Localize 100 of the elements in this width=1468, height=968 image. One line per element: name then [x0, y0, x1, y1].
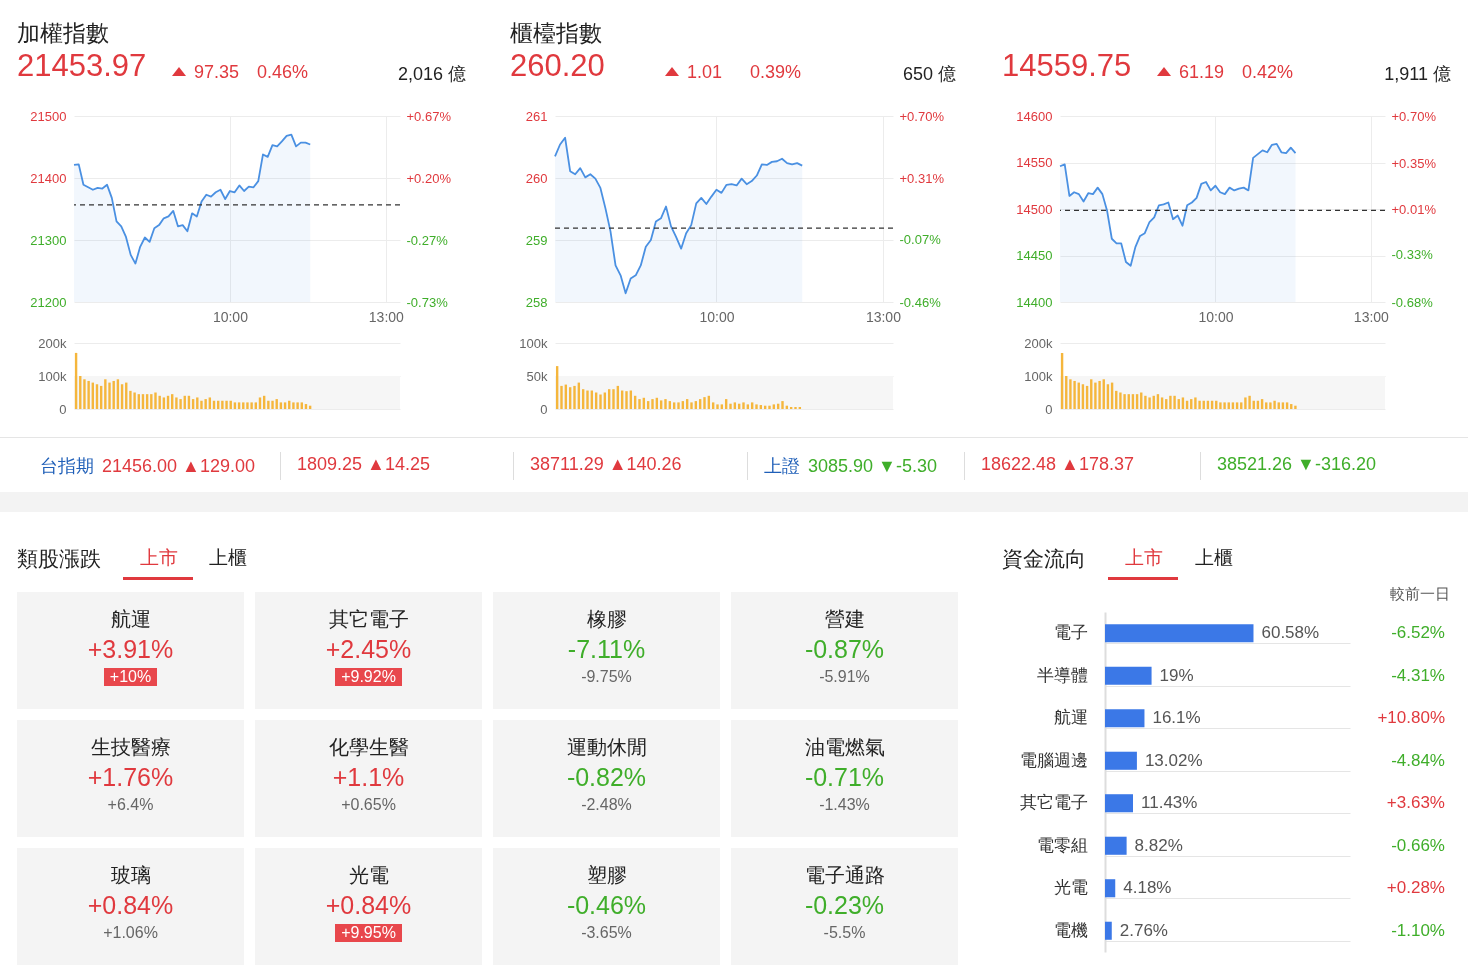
bar	[716, 404, 719, 409]
bar	[204, 399, 207, 409]
text: 2,016 億	[397, 63, 466, 86]
data-label: +0.65%	[340, 796, 397, 814]
text: 61.19	[1179, 62, 1225, 83]
y-tick-label: 100k	[38, 368, 67, 384]
y-tick-label: 200k	[1024, 335, 1053, 351]
category-label: 台指期	[40, 456, 94, 476]
bar	[772, 404, 776, 409]
y-tick-label: 電腦週邊	[1019, 750, 1088, 770]
bar	[720, 404, 724, 409]
y-tick-label: 電機	[1053, 920, 1088, 940]
y-tick-label: 100k	[519, 335, 548, 351]
y-tick-label: 0	[59, 401, 67, 417]
data-label: -7.11%	[566, 635, 647, 664]
data-label: 16.1%	[1152, 708, 1201, 728]
data-label: -2.48%	[580, 796, 633, 814]
chart-title: 加權指數	[17, 19, 109, 48]
data-label: -9.75%	[580, 668, 633, 686]
data-label: 11.43%	[1141, 793, 1198, 813]
bar	[599, 394, 602, 409]
bar	[651, 399, 654, 409]
data-label: -5.91%	[818, 668, 871, 686]
bar	[612, 389, 615, 409]
bar	[1105, 879, 1116, 898]
bar	[1123, 394, 1126, 409]
bar	[250, 402, 253, 409]
bar	[154, 392, 157, 409]
text: -1.10%	[1391, 920, 1445, 940]
data-label: +2.45%	[324, 635, 413, 664]
y-tick-label: 0	[540, 401, 548, 417]
bar	[108, 382, 111, 409]
text: -4.31%	[1391, 665, 1445, 685]
bar	[1198, 400, 1201, 409]
y-tick-label: 電子	[1053, 623, 1088, 643]
text: 上櫃	[209, 546, 247, 570]
bar	[225, 400, 228, 409]
bar	[1069, 379, 1072, 409]
bar	[271, 400, 274, 409]
text: 較前一日	[1390, 585, 1450, 604]
category-label: 航運	[109, 607, 152, 632]
data-label: -0.71%	[803, 763, 886, 792]
data-label: -0.23%	[803, 891, 886, 920]
bar	[1294, 405, 1297, 409]
bar	[638, 399, 641, 409]
text: 類股漲跌	[17, 546, 101, 572]
y2-tick-label: -0.27%	[406, 233, 449, 249]
category-label: 油電燃氣	[803, 735, 886, 760]
bar	[246, 402, 249, 409]
bar	[1223, 402, 1226, 409]
bar	[179, 399, 182, 409]
y2-tick-label: +0.70%	[1391, 108, 1437, 124]
category-label: 玻璃	[109, 863, 152, 888]
y-tick-label: 21200	[30, 294, 67, 310]
bar	[768, 405, 771, 409]
text: +0.28%	[1386, 878, 1445, 898]
y2-tick-label: +0.70%	[899, 108, 945, 124]
data-label: -0.46%	[565, 891, 648, 920]
bar	[1273, 400, 1276, 409]
text: 97.35	[194, 62, 240, 83]
text: +10.80%	[1377, 708, 1445, 728]
y-tick-label: 航運	[1053, 708, 1088, 728]
text: 650 億	[902, 63, 956, 86]
bar	[175, 397, 178, 409]
text: 上市	[1125, 546, 1163, 570]
x-tick-label: 10:00	[699, 308, 735, 325]
bar	[625, 391, 628, 409]
bar	[1194, 397, 1197, 409]
bar	[1269, 402, 1272, 409]
data-label: -0.82%	[565, 763, 648, 792]
data-label: 38521.26 ▼-316.20	[1217, 454, 1376, 474]
y-tick-label: 21400	[30, 170, 67, 186]
bar	[150, 394, 153, 409]
bar	[1105, 794, 1134, 813]
y2-tick-label: +0.20%	[406, 170, 452, 186]
bar	[703, 397, 706, 409]
data-label: 18622.48 ▲178.37	[981, 454, 1134, 474]
bar	[87, 380, 90, 409]
bar	[1105, 709, 1145, 728]
y2-tick-label: -0.07%	[899, 231, 942, 247]
y-tick-label: 259	[525, 232, 548, 248]
bar	[221, 400, 224, 409]
bar	[1169, 395, 1172, 409]
text: +3.63%	[1386, 793, 1445, 813]
chart-subtitle: 14559.75	[1002, 48, 1132, 84]
y-tick-label: 261	[525, 108, 548, 124]
data-label: +10%	[103, 668, 158, 686]
y-tick-label: 258	[525, 294, 548, 310]
bar	[1105, 836, 1127, 855]
bar	[664, 399, 667, 409]
bar	[755, 404, 758, 409]
y-tick-label: 14400	[1016, 294, 1053, 310]
data-label: +6.4%	[106, 796, 155, 814]
bar	[742, 402, 745, 409]
data-label: 19%	[1159, 665, 1194, 685]
data-label: 60.58%	[1261, 623, 1320, 643]
category-label: 橡膠	[585, 607, 628, 632]
y-tick-label: 14550	[1016, 155, 1053, 170]
y-tick-label: 260	[525, 170, 548, 186]
data-label: 4.18%	[1123, 878, 1172, 898]
